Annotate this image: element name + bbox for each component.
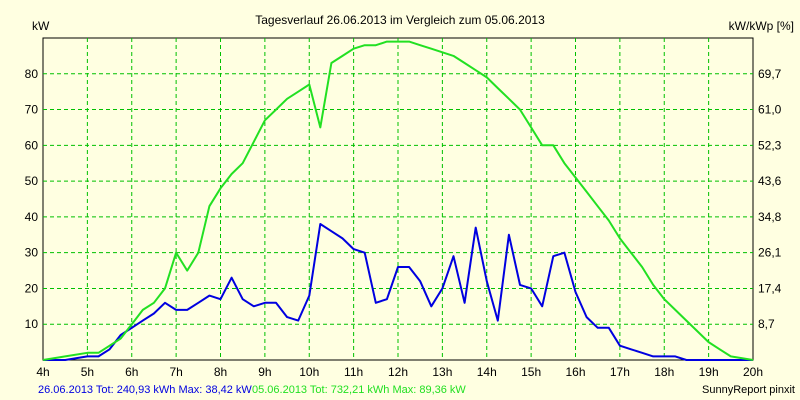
series-line-1	[43, 223, 753, 361]
x-tick-label: 14h	[477, 365, 497, 379]
x-tick-label: 10h	[299, 365, 319, 379]
y-tick-label-left: 30	[25, 246, 39, 260]
y-tick-label-right: 17,4	[758, 281, 782, 295]
y-tick-label-right: 69,7	[758, 67, 782, 81]
x-tick-label: 17h	[610, 365, 630, 379]
credit: SunnyReport pinxit	[702, 384, 795, 396]
x-tick-label: 7h	[169, 365, 182, 379]
x-tick-label: 4h	[36, 365, 49, 379]
y-tick-label-left: 20	[25, 281, 39, 295]
x-tick-label: 18h	[654, 365, 674, 379]
series-layer	[42, 40, 754, 361]
x-tick-label: 9h	[258, 365, 271, 379]
y-tick-label-right: 43,6	[758, 174, 782, 188]
x-tick-label: 13h	[432, 365, 452, 379]
y-tick-label-right: 61,0	[758, 103, 782, 117]
x-tick-label: 20h	[743, 365, 763, 379]
x-tick-label: 12h	[388, 365, 408, 379]
y-axis-right-label: kW/kWp [%]	[729, 19, 794, 33]
y-axis-left-label: kW	[32, 19, 50, 33]
y-tick-label-right: 26,1	[758, 246, 782, 260]
y-tick-label-left: 60	[25, 138, 39, 152]
y-tick-label-left: 80	[25, 67, 39, 81]
ticks: 4h 5h 6h 7h 8h 9h 10h 11h 12h 13h 14h 15h 16h 17h 18h 1…	[25, 67, 782, 379]
series-line-2	[42, 40, 754, 361]
y-tick-label-left: 40	[25, 210, 39, 224]
chart-title: Tagesverlauf 26.06.2013 im Vergleich zum…	[255, 13, 545, 27]
y-tick-label-left: 10	[25, 317, 39, 331]
grid	[43, 38, 753, 360]
y-tick-label-right: 8,7	[758, 317, 775, 331]
footer-series-1: 26.06.2013 Tot: 240,93 kWh Max: 38,42 kW	[38, 384, 252, 396]
footer-series-2: 05.06.2013 Tot: 732,21 kWh Max: 89,36 kW	[252, 384, 466, 396]
y-tick-label-right: 52,3	[758, 138, 782, 152]
x-tick-label: 15h	[521, 365, 541, 379]
x-tick-label: 19h	[699, 365, 719, 379]
x-tick-label: 6h	[125, 365, 138, 379]
y-tick-label-left: 50	[25, 174, 39, 188]
x-tick-label: 5h	[81, 365, 94, 379]
y-tick-label-right: 34,8	[758, 210, 782, 224]
x-tick-label: 11h	[344, 365, 363, 379]
x-tick-label: 16h	[565, 365, 585, 379]
y-tick-label-left: 70	[25, 103, 39, 117]
x-tick-label: 8h	[214, 365, 227, 379]
